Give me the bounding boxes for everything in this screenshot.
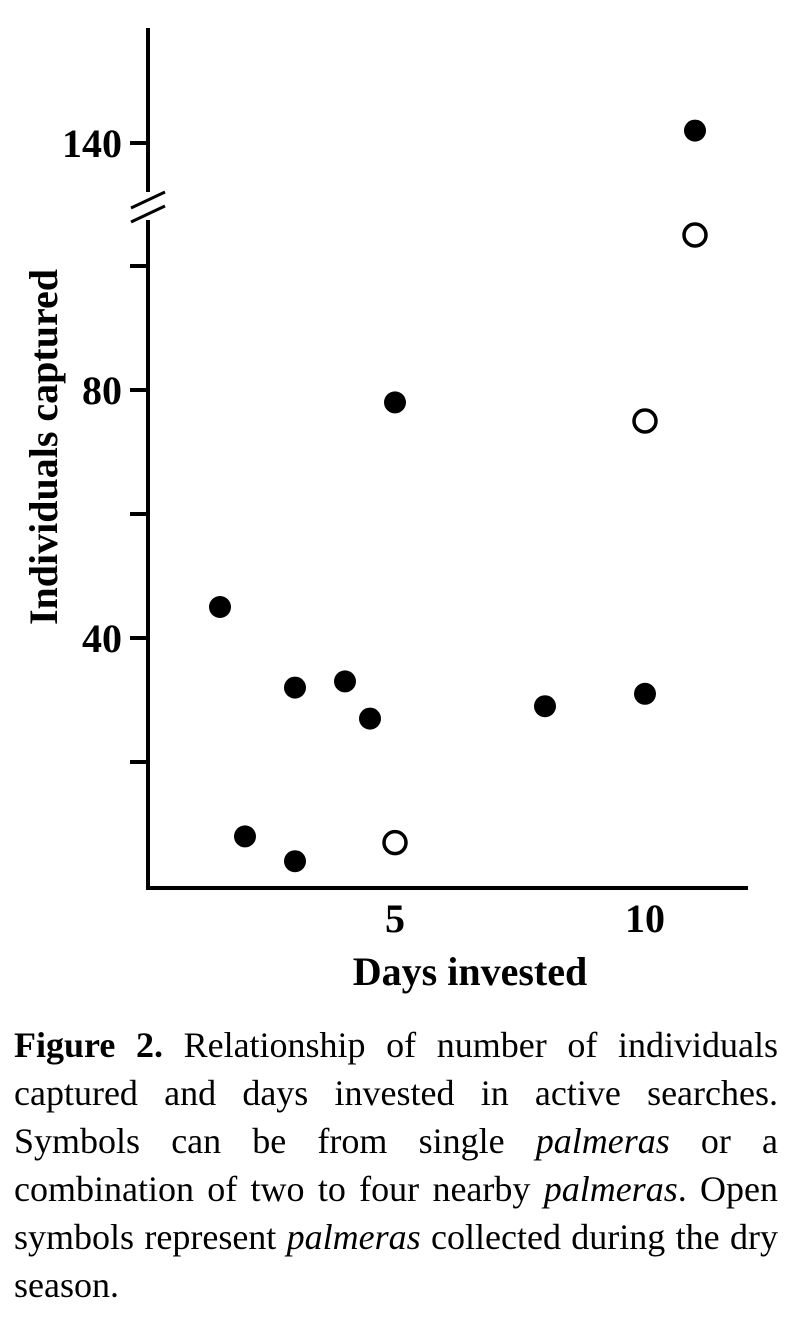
data-point-filled (534, 695, 556, 718)
y-tick-label: 140 (62, 121, 122, 166)
caption-run-italic: palmeras (286, 1217, 421, 1257)
caption-run-bold: Figure 2. (14, 1025, 163, 1065)
caption-run-normal: Relationship of number of individuals ca… (14, 1025, 778, 1161)
x-tick-label: 10 (625, 896, 665, 941)
caption-run-italic: palmeras (535, 1121, 670, 1161)
y-axis-title: Individuals captured (21, 269, 66, 625)
axis-break-mark (130, 190, 166, 210)
data-point-open (632, 408, 658, 434)
scatter-plot: 40 80 140 5 10 Individuals captured Days inv… (21, 28, 748, 994)
y-tick-label: 40 (82, 616, 122, 661)
y-tick-label: 80 (82, 368, 122, 413)
data-point-open (382, 829, 408, 856)
data-point-open (682, 222, 708, 248)
data-point-filled (684, 119, 706, 142)
data-points (209, 119, 708, 873)
caption-run-italic: palmeras (543, 1169, 678, 1209)
data-point-filled (234, 825, 256, 848)
x-tick-label: 5 (385, 896, 405, 941)
figure-caption: Figure 2. Relationship of number of indi… (14, 1021, 778, 1309)
x-axis-title: Days invested (353, 949, 587, 994)
caption-run-normal: collected during the dry season. (14, 1217, 778, 1305)
data-point-filled (209, 596, 231, 618)
caption-run-normal: or a combination of two to four nearby (14, 1121, 778, 1209)
data-point-filled (284, 676, 306, 699)
data-point-filled (359, 707, 381, 730)
data-point-filled (634, 682, 656, 705)
data-point-filled (284, 850, 306, 873)
data-point-filled (384, 391, 406, 414)
axes (130, 28, 748, 890)
data-point-filled (334, 670, 356, 693)
axis-ticks: 40 80 140 5 10 (62, 121, 665, 941)
axis-break-mark (130, 204, 166, 224)
caption-run-normal: . Open symbols represent (14, 1169, 778, 1257)
